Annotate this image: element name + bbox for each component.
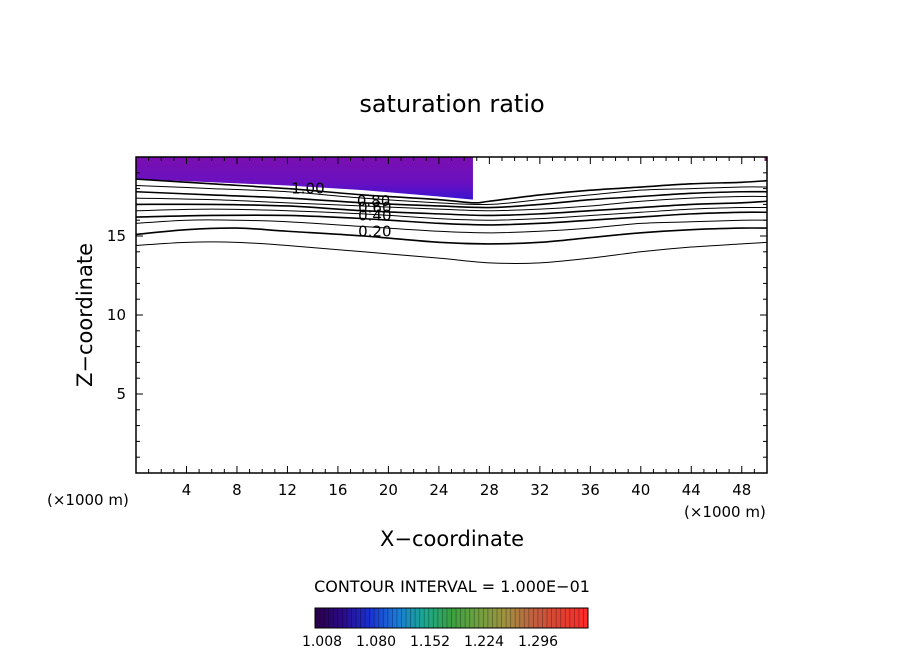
colorbar-stripes — [319, 608, 584, 628]
contour-label: 0.20 — [358, 222, 391, 240]
contour-line-0.9 — [136, 184, 767, 206]
corner-fill — [764, 157, 767, 161]
colorbar: 1.008 1.080 1.152 1.224 1.296 — [302, 607, 589, 650]
supersaturated-region — [136, 157, 767, 200]
colorbar-rect — [314, 607, 589, 629]
contour-line-0.8 — [136, 190, 767, 209]
contour-line-0.4 — [136, 211, 767, 226]
contour-label: 0.40 — [358, 206, 391, 224]
colorbar-tick-label: 1.152 — [410, 634, 450, 650]
y-tick-label: 5 — [116, 385, 126, 403]
x-tick-label: 12 — [278, 481, 297, 499]
colorbar-tick-label: 1.080 — [356, 634, 396, 650]
x-tick-label: 4 — [182, 481, 192, 499]
contour-lines — [136, 178, 767, 264]
contour-interval-label: CONTOUR INTERVAL = 1.000E−01 — [314, 577, 590, 596]
x-tick-label: 24 — [429, 481, 448, 499]
contour-label: 1.00 — [291, 180, 324, 198]
x-tick-label: 20 — [379, 481, 398, 499]
contour-line-0.6 — [136, 200, 767, 217]
contour-line-0.1 — [136, 241, 767, 264]
x-unit-label-left: (×1000 m) — [47, 491, 129, 509]
y-tick-label: 10 — [107, 306, 126, 324]
contour-line-0.5 — [136, 206, 767, 221]
y-axis-label: Z−coordinate — [73, 243, 97, 387]
contour-labels: 1.00 0.800.600.400.20 — [291, 180, 391, 241]
x-tick-label: 48 — [732, 481, 751, 499]
x-tick-label: 8 — [232, 481, 242, 499]
contour-line-0.7 — [136, 195, 767, 212]
contour-label: 0.60 — [358, 199, 391, 217]
chart-title: saturation ratio — [359, 90, 544, 118]
x-unit-label-right: (×1000 m) — [684, 503, 766, 521]
contour-line-1.0 — [136, 178, 767, 204]
x-axis-label: X−coordinate — [380, 527, 524, 551]
contour-label: 0.80 — [357, 192, 390, 210]
x-tick-label: 28 — [480, 481, 499, 499]
x-tick-label: 40 — [631, 481, 650, 499]
x-tick-label: 16 — [328, 481, 347, 499]
colorbar-tick-labels: 1.008 1.080 1.152 1.224 1.296 — [302, 634, 558, 650]
x-tick-label: 44 — [682, 481, 701, 499]
colorbar-tick-label: 1.224 — [464, 634, 504, 650]
contour-line-0.3 — [136, 219, 767, 234]
colorbar-tick-label: 1.296 — [518, 634, 558, 650]
contour-line-0.2 — [136, 227, 767, 245]
y-tick-label: 15 — [107, 227, 126, 245]
x-tick-label: 32 — [530, 481, 549, 499]
x-tick-label: 36 — [581, 481, 600, 499]
supersaturated-fill — [136, 157, 473, 200]
colorbar-tick-label: 1.008 — [302, 634, 342, 650]
